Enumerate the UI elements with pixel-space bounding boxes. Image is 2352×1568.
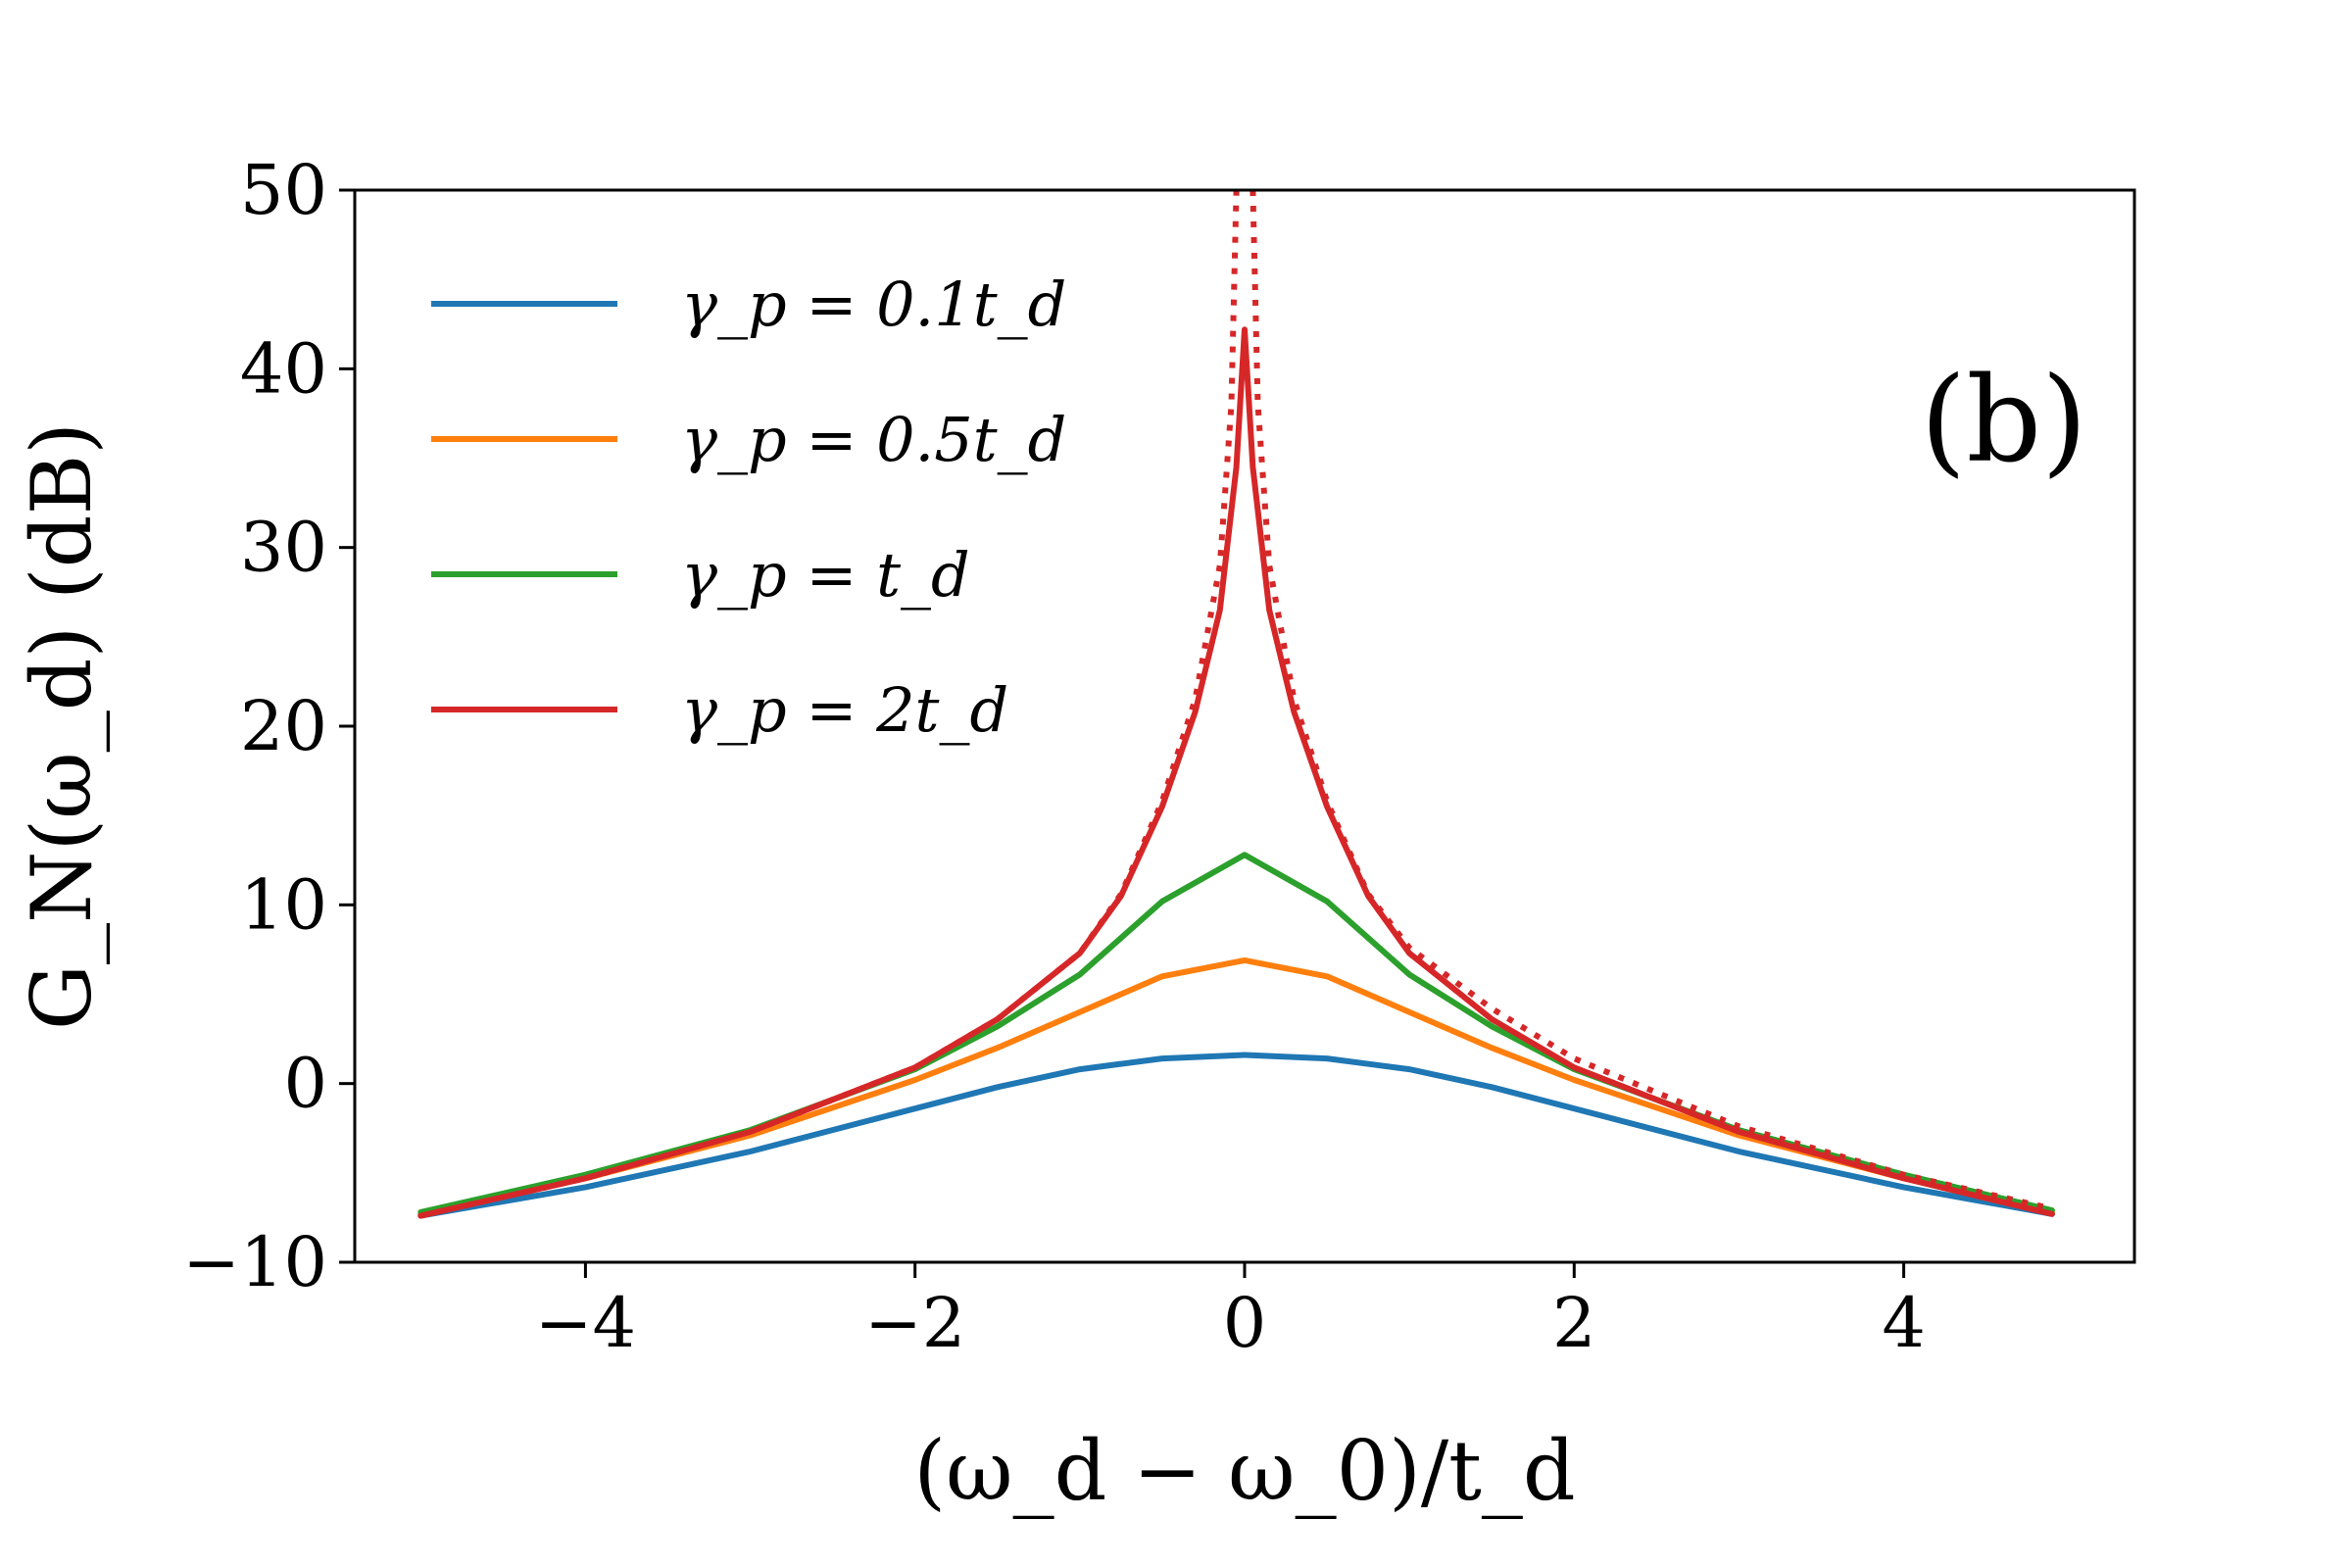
series-line-5	[1250, 190, 2053, 1212]
axes-layer: −4 −2 0 2 4 −10 0 10 20 30 40 50	[182, 150, 1926, 1363]
y-tick-label: 50	[240, 150, 327, 230]
x-tick-label: 0	[1223, 1283, 1267, 1363]
x-tick-label: −4	[535, 1283, 636, 1363]
plot-frame	[353, 188, 2136, 1264]
panel-label: (b)	[1921, 353, 2087, 489]
series-line-1	[417, 956, 2055, 1217]
legend: γ_p = 0.1t_d γ_p = 0.5t_d γ_p = t_d γ_p = 2…	[431, 269, 1066, 746]
y-tick-label: 30	[240, 508, 327, 588]
y-axis-label: G_N(ω_d) (dB)	[14, 422, 110, 1030]
legend-label-3: γ_p = 2t_d	[681, 674, 1008, 746]
x-tick-label: 2	[1552, 1283, 1596, 1363]
x-tick-label: 4	[1882, 1283, 1926, 1363]
y-tick-label: 40	[240, 328, 327, 409]
series-layer	[417, 190, 2055, 1219]
series-line-4	[419, 190, 1240, 1219]
y-tick-label: −10	[182, 1222, 327, 1302]
series-line-0	[417, 1052, 2055, 1219]
legend-label-2: γ_p = t_d	[681, 539, 970, 611]
x-axis-label: (ω_d − ω_0)/t_d	[913, 1423, 1575, 1519]
y-tick-label: 20	[240, 686, 327, 766]
x-tick-label: −2	[864, 1283, 965, 1363]
y-tick-label: 0	[283, 1044, 327, 1124]
legend-label-1: γ_p = 0.5t_d	[681, 404, 1066, 475]
legend-label-0: γ_p = 0.1t_d	[681, 269, 1066, 340]
y-tick-label: 10	[240, 864, 327, 945]
